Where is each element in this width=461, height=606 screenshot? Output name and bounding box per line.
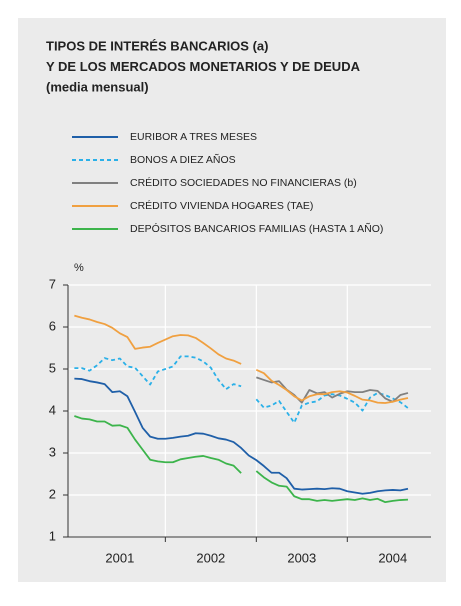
- x-tick-label: 2003: [287, 550, 316, 565]
- series-line: [74, 415, 409, 504]
- chart-title: Y DE LOS MERCADOS MONETARIOS Y DE DEUDA: [46, 59, 361, 74]
- y-tick-label: 3: [49, 444, 56, 459]
- chart-title: (media mensual): [46, 79, 149, 94]
- y-axis-label: %: [74, 262, 84, 274]
- y-tick-label: 1: [49, 528, 56, 543]
- y-tick-label: 4: [49, 402, 56, 417]
- x-tick-label: 2001: [105, 550, 134, 565]
- y-tick-label: 6: [49, 318, 56, 333]
- legend-label: CRÉDITO SOCIEDADES NO FINANCIERAS (b): [130, 176, 357, 189]
- y-tick-label: 5: [49, 360, 56, 375]
- series-line: [74, 355, 409, 424]
- series-line: [74, 377, 409, 495]
- legend-label: BONOS A DIEZ AÑOS: [130, 153, 236, 166]
- chart-title: TIPOS DE INTERÉS BANCARIOS (a): [46, 38, 268, 53]
- panel: [18, 18, 446, 582]
- y-tick-label: 2: [49, 486, 56, 501]
- legend-label: EURIBOR A TRES MESES: [130, 131, 257, 143]
- y-tick-label: 7: [49, 276, 56, 291]
- series-line: [74, 314, 409, 404]
- x-tick-label: 2004: [378, 550, 407, 565]
- x-tick-label: 2002: [196, 550, 225, 565]
- series-line: [256, 376, 409, 404]
- legend-label: DEPÓSITOS BANCARIOS FAMILIAS (HASTA 1 AÑ…: [130, 222, 383, 235]
- legend-label: CRÉDITO VIVIENDA HOGARES (TAE): [130, 199, 313, 212]
